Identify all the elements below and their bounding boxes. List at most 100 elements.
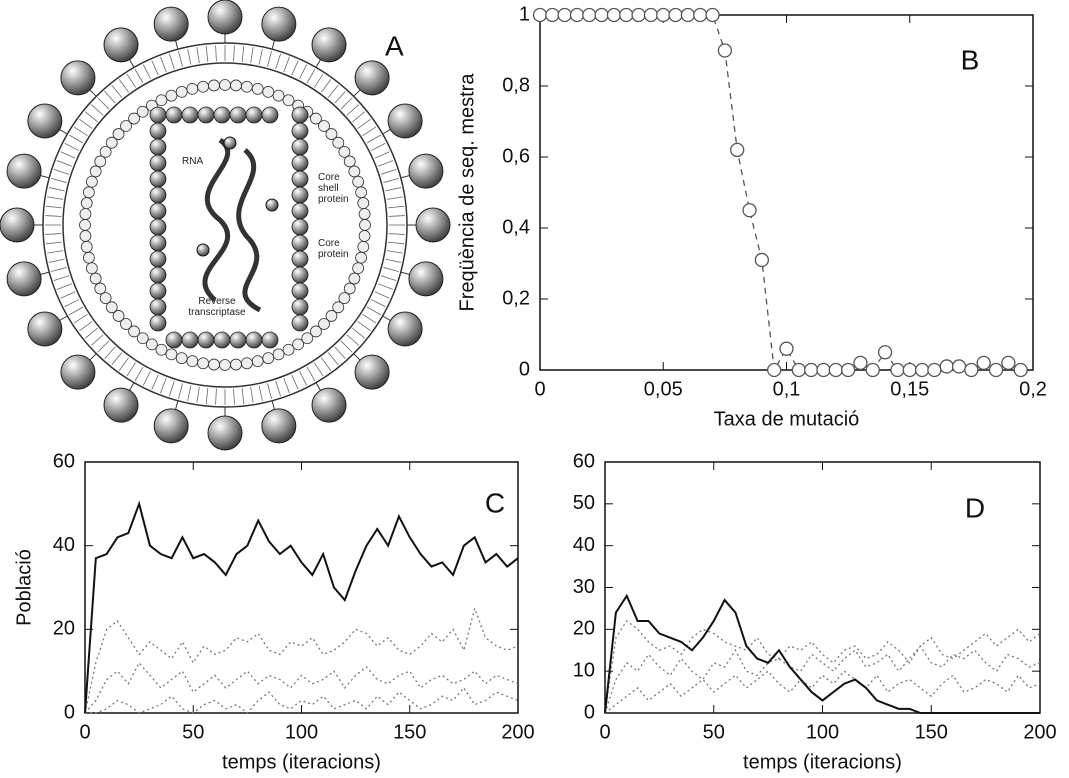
bead [292, 338, 305, 351]
lipid [187, 385, 192, 402]
core-bead [291, 186, 309, 204]
x-tick-label: 150 [393, 721, 426, 743]
lipid [73, 126, 88, 137]
core-bead [165, 106, 183, 124]
bead [358, 230, 371, 242]
core-bead [149, 314, 167, 332]
lipid [366, 134, 382, 144]
glycoprotein [0, 207, 35, 243]
lipid [151, 60, 159, 76]
x-axis-label: Taxa de mutació [714, 408, 860, 430]
glycoprotein [311, 27, 347, 63]
lipid [64, 299, 80, 308]
core-bead [229, 331, 247, 349]
lipid [60, 151, 76, 159]
core-bead [291, 234, 309, 252]
marker [1001, 355, 1016, 371]
lipid [68, 134, 84, 144]
lipid [47, 250, 64, 254]
lipid [313, 73, 324, 88]
lipid [357, 321, 371, 332]
glycoprotein [354, 60, 390, 96]
lipid [385, 187, 402, 192]
bead [332, 136, 345, 149]
lipid [385, 258, 402, 263]
lipid [118, 357, 129, 371]
lipid [386, 196, 403, 200]
lipid [306, 366, 316, 382]
y-tick-label: 10 [573, 659, 595, 681]
glycoprotein [408, 261, 444, 297]
y-tick-label: 0 [584, 701, 595, 723]
marker [594, 7, 609, 23]
y-tick-label: 40 [573, 534, 595, 556]
core-bead [165, 331, 183, 349]
lipid [178, 51, 183, 67]
lipid [60, 291, 76, 299]
lipid [97, 97, 110, 110]
lipid [383, 267, 399, 272]
bead [338, 145, 351, 158]
lipid [388, 205, 405, 209]
lipid [84, 327, 98, 339]
lipid [104, 346, 116, 360]
lipid [357, 118, 371, 129]
x-tick-label: 200 [501, 721, 534, 743]
y-axis-label: Freqüència de seq. mestra [456, 73, 478, 312]
bead [128, 325, 140, 338]
x-tick-label: 0,05 [644, 378, 683, 400]
panel-label: A [385, 30, 404, 61]
panel-label: D [965, 492, 985, 523]
y-axis-label: Població [13, 549, 35, 626]
glycoprotein [387, 311, 423, 347]
core-bead [149, 234, 167, 252]
lipid [205, 388, 209, 405]
line [604, 670, 1041, 714]
bead [343, 155, 356, 168]
marker [816, 362, 831, 378]
bead [208, 358, 220, 371]
bead [357, 197, 370, 209]
lipid [142, 370, 151, 386]
plot-frame [539, 14, 1034, 371]
bead [165, 89, 178, 102]
marker [976, 355, 991, 371]
x-tick-label: 200 [1023, 721, 1056, 743]
marker [865, 362, 880, 378]
marker [804, 362, 819, 378]
membrane [62, 62, 388, 388]
glycoprotein [311, 387, 347, 423]
y-tick-label: 0,4 [502, 216, 530, 238]
enzyme [223, 136, 237, 150]
lipid [151, 374, 159, 390]
x-tick-label: 0 [534, 378, 545, 400]
bead [112, 310, 125, 322]
line [85, 686, 519, 714]
lipid [377, 283, 394, 290]
bead [145, 338, 158, 351]
lipid [90, 104, 104, 116]
y-tick-label: 20 [573, 618, 595, 640]
lipid [340, 340, 353, 353]
marker [914, 362, 930, 378]
lipid [51, 267, 67, 272]
annotation: Core protein [318, 238, 349, 260]
lipid [370, 299, 386, 308]
panel-label: C [485, 487, 505, 518]
bead [80, 197, 93, 209]
glycoprotein [261, 408, 297, 444]
lipid [118, 79, 129, 93]
bead [99, 292, 112, 305]
line [84, 661, 519, 714]
bead [120, 318, 132, 330]
panel-label: B [961, 44, 980, 75]
core-bead [181, 106, 199, 124]
glycoprotein [6, 153, 42, 189]
bead [282, 343, 295, 356]
membrane [42, 42, 408, 408]
bead [80, 241, 93, 253]
lipid [47, 196, 64, 200]
marker [964, 362, 979, 378]
bead [332, 301, 345, 314]
lipid [370, 142, 386, 151]
